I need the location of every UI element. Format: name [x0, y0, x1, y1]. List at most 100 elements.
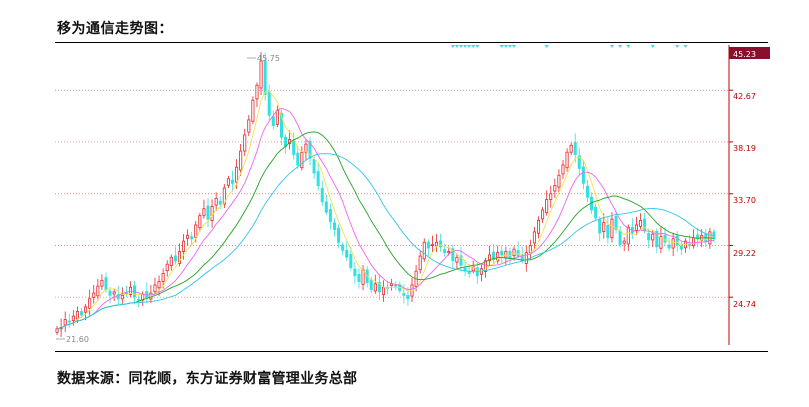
candle-body-152 — [675, 235, 679, 245]
price-tick-2: 33.70 — [733, 196, 756, 205]
candle-body-148 — [659, 236, 663, 249]
event-marker-5 — [471, 45, 476, 48]
candle-body-51 — [263, 60, 267, 95]
event-marker-14 — [626, 45, 631, 48]
candle-body-27 — [165, 263, 169, 272]
event-marker-9 — [507, 45, 512, 48]
candle-body-70 — [341, 244, 345, 251]
candle-body-69 — [337, 227, 341, 243]
candle-body-39 — [214, 197, 218, 206]
candle-body-10 — [96, 285, 100, 297]
candle-body-16 — [120, 294, 124, 300]
candle-body-113 — [516, 250, 520, 257]
candle-body-105 — [483, 260, 487, 272]
candle-body-151 — [671, 238, 675, 249]
candle-body-61 — [304, 143, 308, 153]
candle-body-138 — [618, 230, 622, 245]
candle-body-80 — [381, 286, 385, 296]
candle-body-106 — [488, 254, 492, 262]
candle-body-32 — [186, 234, 190, 239]
price-tick-1: 38.19 — [733, 144, 756, 153]
event-marker-10 — [512, 45, 517, 48]
candle-body-0 — [55, 328, 59, 333]
candle-body-49 — [255, 84, 259, 100]
candle-body-134 — [602, 222, 606, 233]
grid-lines — [55, 89, 729, 298]
candle-body-63 — [312, 158, 316, 174]
candle-body-75 — [361, 269, 365, 285]
candle-body-8 — [88, 298, 92, 309]
candle-body-156 — [692, 237, 696, 247]
candle-body-30 — [177, 251, 181, 264]
candle-body-11 — [100, 279, 104, 287]
price-tick-0: 42.67 — [733, 92, 756, 101]
price-ticks: 42.67 38.19 33.70 29.22 24.74 — [733, 92, 756, 309]
candle-body-90 — [422, 241, 426, 260]
candle-body-137 — [614, 215, 618, 230]
candle-body-5 — [75, 311, 79, 320]
candle-body-46 — [243, 134, 247, 152]
moving-average-magenta — [56, 108, 714, 330]
candle-body-29 — [173, 255, 177, 262]
candle-body-36 — [202, 208, 206, 217]
candle-body-50 — [259, 60, 263, 89]
candle-body-146 — [651, 233, 655, 241]
candle-body-72 — [349, 254, 353, 269]
candle-body-93 — [434, 241, 439, 247]
candle-body-53 — [271, 116, 275, 127]
candle-body-2 — [63, 319, 67, 326]
event-marker-17 — [683, 45, 688, 48]
event-marker-7 — [499, 45, 504, 48]
event-marker-15 — [650, 45, 655, 48]
candle-body-44 — [235, 166, 239, 183]
low-annotation: 21.60 — [66, 335, 89, 344]
event-marker-0 — [450, 45, 455, 48]
candle-body-31 — [182, 240, 186, 252]
candle-body-142 — [634, 224, 638, 231]
candle-body-145 — [647, 233, 651, 241]
candle-body-43 — [230, 179, 235, 184]
candle-body-120 — [545, 199, 549, 214]
candle-body-55 — [279, 113, 283, 138]
last-price-label: 45.23 — [733, 50, 756, 59]
moving-average-cyan — [56, 153, 715, 330]
candle-body-40 — [218, 200, 222, 205]
candle-body-83 — [394, 284, 398, 287]
candle-body-127 — [573, 142, 577, 155]
candle-body-25 — [157, 281, 161, 289]
candle-body-123 — [557, 174, 561, 188]
candle-body-107 — [492, 251, 496, 260]
candle-body-89 — [418, 255, 422, 271]
event-marker-3 — [463, 45, 468, 48]
candle-body-13 — [108, 290, 112, 296]
event-marker-16 — [675, 45, 680, 48]
price-axis — [728, 45, 733, 345]
candle-body-34 — [194, 224, 198, 238]
event-marker-4 — [467, 45, 472, 48]
candle-body-125 — [565, 151, 569, 169]
candle-body-147 — [655, 231, 659, 248]
candle-body-115 — [524, 252, 528, 264]
candle-body-86 — [406, 294, 410, 300]
candle-body-132 — [594, 206, 598, 219]
candle-body-133 — [598, 218, 602, 234]
candle-body-130 — [585, 185, 589, 198]
candle-body-24 — [153, 284, 157, 293]
candle-body-68 — [332, 222, 337, 230]
event-marker-1 — [454, 45, 459, 48]
candle-body-118 — [536, 219, 541, 234]
candle-body-77 — [369, 279, 373, 290]
candle-body-121 — [549, 193, 553, 200]
data-source-note: 数据来源：同花顺，东方证券财富管理业务总部 — [57, 371, 358, 387]
candle-body-33 — [190, 236, 194, 240]
candle-body-140 — [626, 226, 630, 245]
event-marker-13 — [618, 45, 623, 48]
candle-body-52 — [267, 91, 271, 116]
candle-body-126 — [569, 144, 573, 153]
candle-body-26 — [161, 273, 165, 282]
candle-body-14 — [112, 291, 116, 295]
price-tick-3: 29.22 — [733, 249, 756, 258]
top-event-markers — [450, 45, 688, 48]
candle-body-119 — [541, 209, 545, 220]
candle-body-9 — [92, 292, 96, 298]
